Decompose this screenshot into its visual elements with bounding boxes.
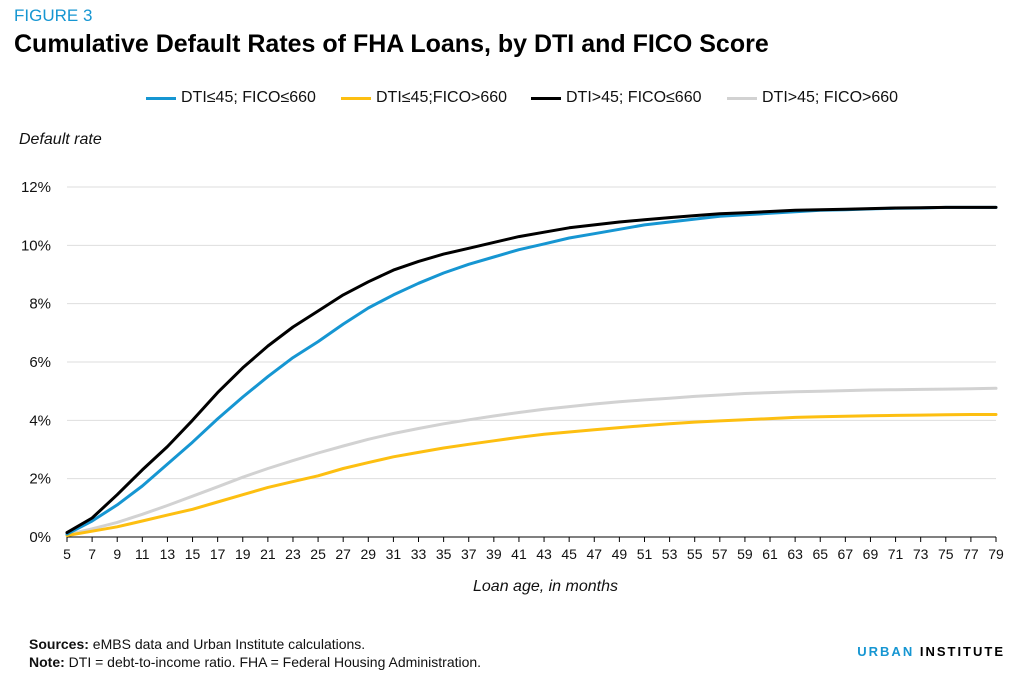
x-tick-label: 33 — [411, 546, 427, 562]
x-tick-label: 21 — [260, 546, 276, 562]
legend-item-series-2: DTI≤45;FICO>660 — [341, 86, 507, 110]
legend-swatch-series-1 — [146, 96, 176, 100]
x-tick-label: 35 — [436, 546, 452, 562]
x-tick-label: 47 — [586, 546, 602, 562]
legend-item-series-4: DTI>45; FICO>660 — [727, 86, 898, 110]
chart-legend: DTI≤45; FICO≤660 DTI≤45;FICO>660 DTI>45;… — [0, 86, 1031, 110]
x-tick-label: 77 — [963, 546, 979, 562]
legend-swatch-series-2 — [341, 96, 371, 100]
x-tick-label: 11 — [135, 546, 150, 562]
x-tick-label: 53 — [662, 546, 678, 562]
x-tick-label: 29 — [361, 546, 377, 562]
x-tick-label: 59 — [737, 546, 753, 562]
legend-item-series-1: DTI≤45; FICO≤660 — [146, 86, 316, 110]
x-tick-label: 51 — [637, 546, 653, 562]
x-tick-label: 13 — [160, 546, 176, 562]
x-tick-label: 63 — [787, 546, 803, 562]
x-tick-label: 73 — [913, 546, 929, 562]
x-tick-label: 23 — [285, 546, 301, 562]
x-tick-label: 7 — [88, 546, 96, 562]
y-tick-label: 8% — [29, 296, 51, 313]
x-tick-label: 43 — [536, 546, 552, 562]
series-line-3 — [65, 205, 998, 535]
x-tick-label: 65 — [812, 546, 828, 562]
legend-swatch-series-3 — [531, 96, 561, 100]
y-tick-label: 6% — [29, 354, 51, 371]
chart-title: Cumulative Default Rates of FHA Loans, b… — [14, 30, 769, 58]
y-tick-label: 10% — [21, 237, 51, 254]
sources-label: Sources: — [29, 636, 89, 652]
legend-label-series-3: DTI>45; FICO≤660 — [566, 89, 702, 106]
legend-label-series-1: DTI≤45; FICO≤660 — [181, 89, 316, 106]
x-tick-label: 39 — [486, 546, 502, 562]
x-tick-label: 31 — [386, 546, 402, 562]
brand-part-1: URBAN — [857, 644, 915, 659]
x-tick-label: 45 — [561, 546, 577, 562]
legend-label-series-2: DTI≤45;FICO>660 — [376, 89, 508, 106]
y-tick-label: 2% — [29, 471, 51, 488]
x-tick-label: 25 — [310, 546, 326, 562]
series-line-1 — [65, 205, 998, 536]
legend-item-series-3: DTI>45; FICO≤660 — [531, 86, 702, 110]
y-tick-label: 12% — [21, 179, 51, 196]
x-tick-label: 71 — [888, 546, 904, 562]
note-label: Note: — [29, 654, 65, 670]
sources-text: eMBS data and Urban Institute calculatio… — [88, 636, 366, 652]
x-tick-label: 19 — [235, 546, 251, 562]
x-tick-label: 79 — [988, 546, 1004, 562]
urban-institute-logo: URBAN INSTITUTE — [857, 644, 1005, 659]
legend-label-series-4: DTI>45; FICO>660 — [762, 89, 899, 106]
series-line-4 — [65, 386, 998, 537]
x-tick-label: 61 — [762, 546, 778, 562]
y-tick-label: 0% — [29, 529, 51, 546]
legend-swatch-series-4 — [727, 96, 757, 100]
x-tick-label: 67 — [838, 546, 854, 562]
figure-label: FIGURE 3 — [14, 6, 93, 25]
y-axis-label: Default rate — [19, 131, 102, 148]
x-tick-label: 57 — [712, 546, 728, 562]
x-tick-label: 55 — [687, 546, 703, 562]
brand-part-2: INSTITUTE — [914, 644, 1005, 659]
x-tick-label: 27 — [335, 546, 351, 562]
x-axis-label: Loan age, in months — [473, 578, 618, 595]
x-tick-label: 69 — [863, 546, 879, 562]
note-line: Note: DTI = debt-to-income ratio. FHA = … — [29, 653, 481, 671]
footer-notes: Sources: eMBS data and Urban Institute c… — [29, 635, 481, 671]
x-tick-label: 49 — [612, 546, 628, 562]
x-tick-label: 75 — [938, 546, 954, 562]
x-tick-label: 41 — [511, 546, 527, 562]
x-tick-label: 15 — [185, 546, 201, 562]
x-tick-label: 5 — [63, 546, 71, 562]
sources-line: Sources: eMBS data and Urban Institute c… — [29, 635, 481, 653]
x-tick-label: 17 — [210, 546, 226, 562]
y-tick-label: 4% — [29, 412, 51, 429]
note-text: DTI = debt-to-income ratio. FHA = Federa… — [64, 654, 482, 670]
series-line-2 — [65, 413, 998, 537]
x-tick-label: 9 — [113, 546, 121, 562]
x-tick-label: 37 — [461, 546, 477, 562]
